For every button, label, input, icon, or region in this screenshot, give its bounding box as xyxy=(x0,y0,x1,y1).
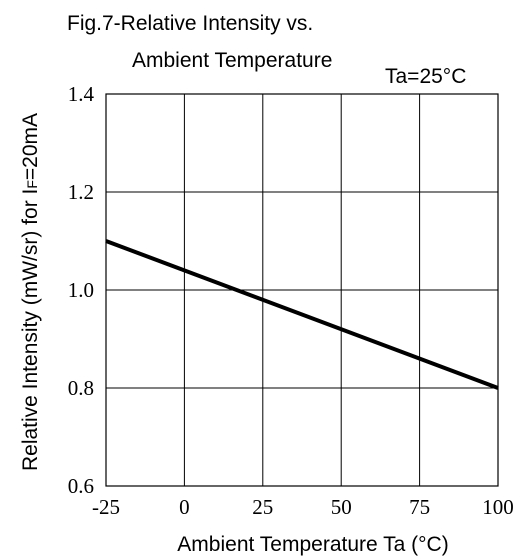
y-tick-label: 0.8 xyxy=(68,376,94,400)
y-tick-labels: 0.6 0.8 1.0 1.2 1.4 xyxy=(68,82,95,498)
chart-title-line2: Ambient Temperature xyxy=(132,49,332,72)
series-group xyxy=(105,239,499,390)
y-axis-label-main: Relative Intensity (mW/sr) for I xyxy=(19,189,42,471)
condition-label: Ta=25°C xyxy=(385,65,466,88)
y-axis-label-sub: F xyxy=(24,180,40,189)
x-tick-label: 75 xyxy=(409,495,430,519)
y-axis-label-tail: =20mA xyxy=(19,113,42,180)
x-axis-label: Ambient Temperature Ta (°C) xyxy=(177,533,448,556)
chart-title-line1: Fig.7-Relative Intensity vs. xyxy=(67,12,313,35)
series-line xyxy=(105,239,499,390)
x-tick-labels: -25 0 25 50 75 100 xyxy=(92,495,514,519)
x-tick-label: 100 xyxy=(482,495,514,519)
y-tick-label: 1.0 xyxy=(68,278,94,302)
x-tick-label: 0 xyxy=(179,495,190,519)
y-axis-label: Relative Intensity (mW/sr) for IF=20mA xyxy=(19,113,42,471)
x-tick-label: 50 xyxy=(331,495,352,519)
y-tick-label: 1.2 xyxy=(68,180,94,204)
y-tick-label: 1.4 xyxy=(68,82,95,106)
y-tick-label: 0.6 xyxy=(68,474,94,498)
grid xyxy=(106,94,498,486)
x-tick-label: -25 xyxy=(92,495,120,519)
x-tick-label: 25 xyxy=(252,495,273,519)
plot-frame xyxy=(105,93,499,487)
